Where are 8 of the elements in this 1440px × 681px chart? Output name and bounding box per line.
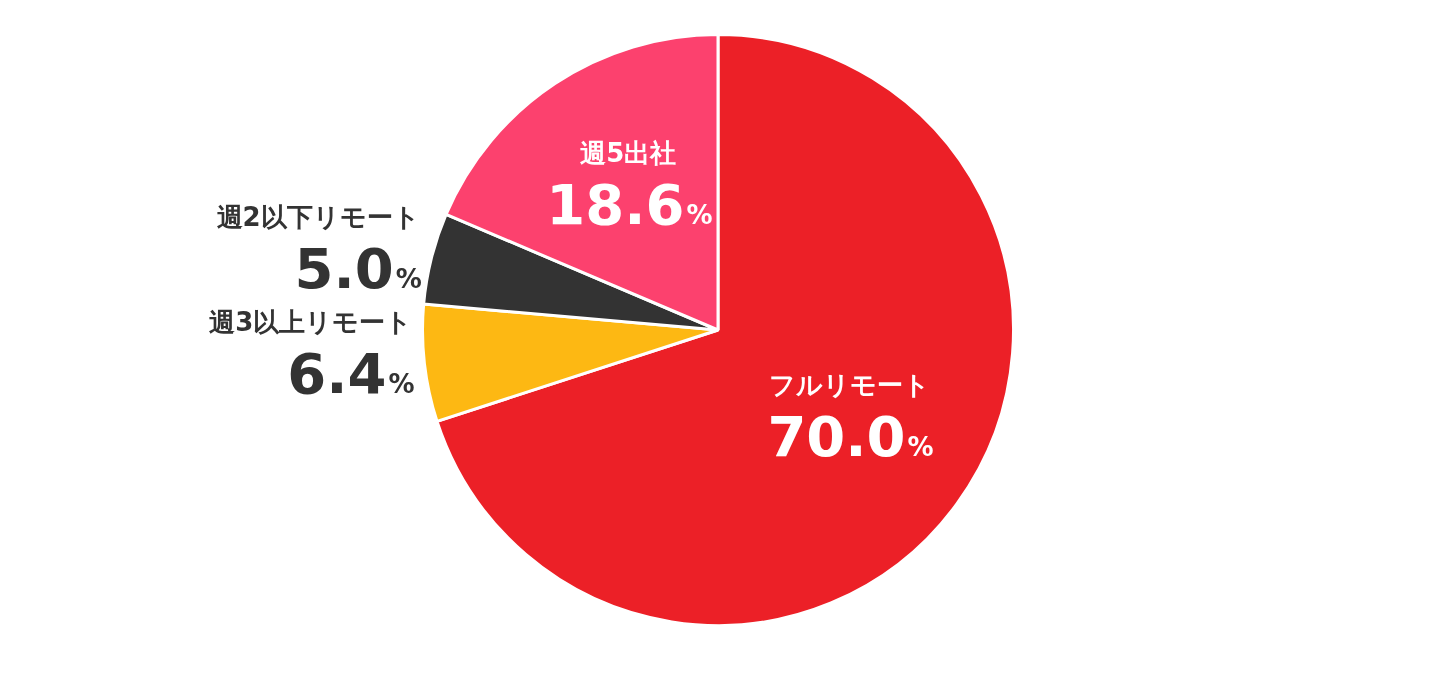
data-label: 18.6% bbox=[546, 172, 713, 238]
data-label: 70.0% bbox=[767, 403, 934, 469]
slice-label: 週2以下リモート bbox=[216, 202, 420, 233]
slice-label: 週5出社 bbox=[580, 138, 677, 169]
slice-label: フルリモート bbox=[768, 369, 930, 400]
data-label: 6.4% bbox=[287, 341, 415, 407]
slice-label: 週3以上リモート bbox=[209, 307, 413, 338]
data-label: 5.0% bbox=[294, 236, 422, 302]
